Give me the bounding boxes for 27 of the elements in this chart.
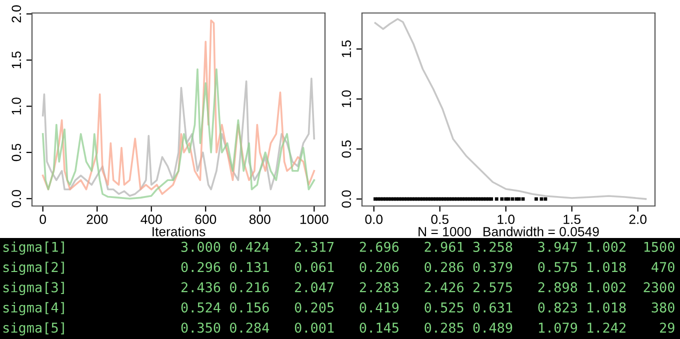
x-tick-label: 0.5 (431, 214, 448, 224)
x-tick-label: 1.0 (498, 214, 515, 224)
x-tick-label: 0 (40, 214, 46, 224)
y-tick-label: 1.5 (12, 51, 22, 68)
y-tick-label: 1.5 (342, 40, 352, 58)
text: sigma[4] 0.524 0.156 0.205 0.419 0.525 0.631 0.823 1.018 380 (3, 302, 674, 316)
x-tick-label: 200 (86, 214, 108, 224)
x-tick-label: 2.0 (629, 214, 646, 224)
x-tick-label: 800 (249, 214, 270, 224)
text: sigma[1] 3.000 0.424 2.317 2.696 2.961 3.258 3.947 1.002 1500 (3, 242, 674, 255)
y-tick-label: 1.0 (342, 90, 352, 108)
y-tick-label: 2.0 (12, 5, 22, 22)
y-tick-label: 0.5 (342, 140, 352, 158)
text: sigma[3] 2.436 0.216 2.047 2.283 2.426 2.575 2.898 1.002 2300 (3, 282, 674, 296)
text: sigma[2] 0.296 0.131 0.061 0.206 0.286 0.379 0.575 1.018 470 (3, 262, 674, 275)
x-tick-label: 600 (195, 214, 216, 224)
x-tick-label: 1.5 (564, 214, 580, 224)
y-tick-label: 0.5 (12, 144, 22, 162)
y-tick-label: 1.0 (12, 98, 22, 114)
text: sigma[5] 0.350 0.284 0.001 0.145 0.285 0.489 1.079 1.242 29 (3, 322, 674, 336)
x-tick-label: 0.0 (365, 214, 383, 224)
x-axis-title: N = 1000 Bandwidth = 0.0549 (418, 226, 599, 236)
x-axis-title: Iterations (152, 226, 206, 236)
x-tick-label: 400 (140, 214, 162, 224)
y-tick-label: 0.0 (12, 190, 22, 208)
y-tick-label: 0.0 (342, 190, 352, 208)
x-tick-label: 1000 (300, 214, 328, 224)
